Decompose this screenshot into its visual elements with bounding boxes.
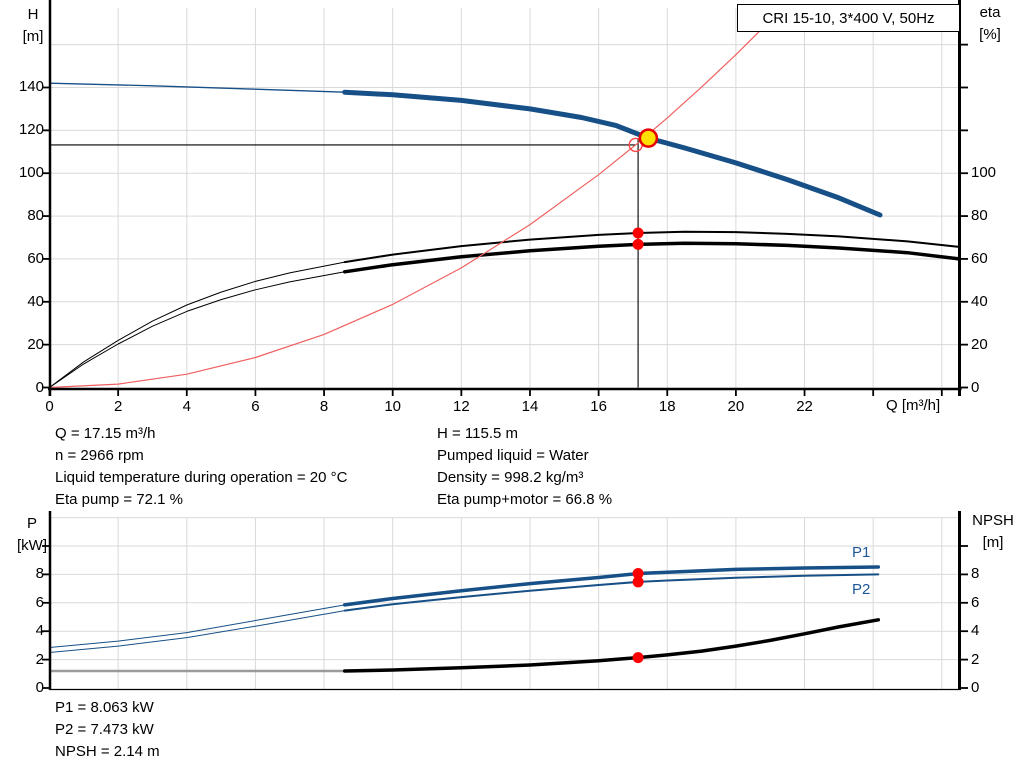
system-curve-curve (49, 7, 785, 389)
duty-info-left: Q = 17.15 m³/h n = 2966 rpm Liquid tempera… (55, 425, 347, 513)
top-x-tick-label: 2 (113, 398, 123, 415)
eta-pump-point-marker (632, 227, 644, 239)
qh-eta-curves (49, 7, 961, 389)
info-line: Liquid temperature during operation = 20… (55, 469, 348, 486)
pump-model-label: CRI 15-10, 3*400 V, 50Hz (762, 9, 935, 27)
bottom-chart-axes (42, 511, 968, 691)
top-left-tick-label: 0 (35, 378, 44, 396)
power-info: P1 = 8.063 kW P2 = 7.473 kW NPSH = 2.14 m (55, 699, 160, 765)
p1-curve-label: P1 (852, 544, 871, 561)
p1-curve (342, 565, 881, 607)
p2-point-marker (632, 576, 644, 588)
top-chart-axes (42, 0, 968, 396)
operating-point-marker (638, 128, 659, 148)
duty-info-right: H = 115.5 m Pumped liquid = Water Density … (437, 425, 612, 513)
bottom-right-tick-label: 6 (971, 593, 980, 611)
p-axis-label: P [kW] (8, 513, 56, 557)
top-left-tick-label: 20 (27, 335, 44, 353)
bottom-right-tick-label: 0 (971, 679, 980, 696)
top-right-tick-label: 0 (971, 378, 980, 396)
h-axis-label-line1: H (27, 6, 39, 23)
bottom-chart-markers (632, 568, 644, 664)
top-x-tick-label: 14 (521, 398, 539, 415)
info-line: H = 115.5 m (437, 425, 519, 442)
npsh-point-marker (632, 652, 644, 664)
top-right-tick-label: 80 (971, 207, 988, 225)
npsh-axis-label: NPSH [m] (962, 510, 1024, 554)
top-left-tick-label: 80 (27, 207, 44, 225)
eta-axis-label-line2: [%] (979, 26, 1001, 43)
bottom-right-tick-label: 8 (971, 565, 980, 583)
h-axis-label: H [m] (10, 4, 56, 48)
top-x-tick-label: 10 (384, 398, 402, 415)
p1-point-marker (632, 568, 644, 580)
top-left-tick-label: 40 (27, 292, 44, 310)
top-x-tick-label: 12 (452, 398, 470, 415)
npsh-axis-label-line2: [m] (982, 534, 1004, 551)
eta-axis-label: eta [%] (966, 2, 1014, 46)
eta-axis-label-line1: eta (979, 4, 1001, 21)
info-line: Eta pump+motor = 66.8 % (437, 491, 613, 508)
top-x-tick-label: 18 (658, 398, 676, 415)
top-right-tick-label: 40 (971, 292, 988, 310)
info-line: NPSH = 2.14 m (55, 743, 160, 760)
p2-curve (343, 573, 880, 612)
top-right-tick-label: 100 (971, 164, 997, 182)
top-left-tick-label: 140 (18, 78, 44, 96)
top-chart-grid (50, 8, 960, 388)
p-axis-label-line2: [kW] (17, 537, 47, 554)
top-x-tick-label: 8 (319, 398, 329, 415)
bottom-chart-grid (50, 517, 960, 689)
bottom-left-tick-label: 4 (35, 622, 44, 640)
q-axis-label: Q [m³/h] (886, 397, 941, 414)
bottom-left-tick-label: 0 (35, 679, 44, 696)
top-chart-markers (628, 128, 659, 250)
eta-pump-motor-curve (342, 241, 961, 274)
bottom-left-tick-label: 8 (35, 565, 44, 583)
h-axis-label-line2: [m] (22, 28, 44, 45)
duty-point-crosshair (50, 138, 639, 388)
top-left-tick-label: 120 (18, 121, 44, 139)
info-line: P2 = 7.473 kW (55, 721, 154, 738)
info-line: Density = 998.2 kg/m³ (437, 469, 584, 486)
info-line: n = 2966 rpm (55, 447, 144, 464)
bottom-left-tick-label: 2 (35, 650, 44, 668)
top-right-tick-label: 60 (971, 249, 988, 267)
eta-pump-lowflow-curve (49, 261, 346, 388)
bottom-right-tick-label: 4 (971, 622, 980, 640)
npsh-curve (342, 618, 881, 673)
eta-pump-motor-point-marker (632, 238, 644, 250)
p2-curve-label: P2 (852, 581, 871, 598)
p2-lowflow-curve (49, 610, 346, 653)
bottom-right-tick-label: 2 (971, 650, 980, 668)
info-line: Eta pump = 72.1 % (55, 491, 183, 508)
info-line: Q = 17.15 m³/h (55, 425, 156, 442)
top-left-tick-label: 60 (27, 249, 44, 267)
top-x-tick-label: 20 (727, 398, 745, 415)
npsh-axis-label-line1: NPSH (972, 512, 1014, 529)
eta-pump-motor-lowflow-curve (49, 271, 346, 388)
p-axis-label-line1: P (26, 515, 37, 532)
p1-lowflow-curve (49, 604, 346, 648)
bottom-left-tick-label: 6 (35, 593, 44, 611)
top-x-tick-label: 0 (45, 398, 54, 415)
top-x-tick-label: 16 (590, 398, 607, 415)
info-line: Pumped liquid = Water (437, 447, 589, 464)
pump-model-box: CRI 15-10, 3*400 V, 50Hz (737, 4, 960, 32)
top-x-tick-label: 4 (182, 398, 191, 415)
head-lowflow-curve (49, 82, 346, 93)
top-x-tick-label: 6 (251, 398, 260, 415)
head-curve (342, 89, 883, 218)
top-left-tick-label: 100 (18, 164, 44, 182)
top-right-tick-label: 20 (971, 335, 988, 353)
top-x-tick-label: 22 (796, 398, 813, 415)
info-line: P1 = 8.063 kW (55, 699, 154, 716)
eta-pump-curve (343, 230, 960, 264)
p-npsh-curves (49, 565, 881, 673)
